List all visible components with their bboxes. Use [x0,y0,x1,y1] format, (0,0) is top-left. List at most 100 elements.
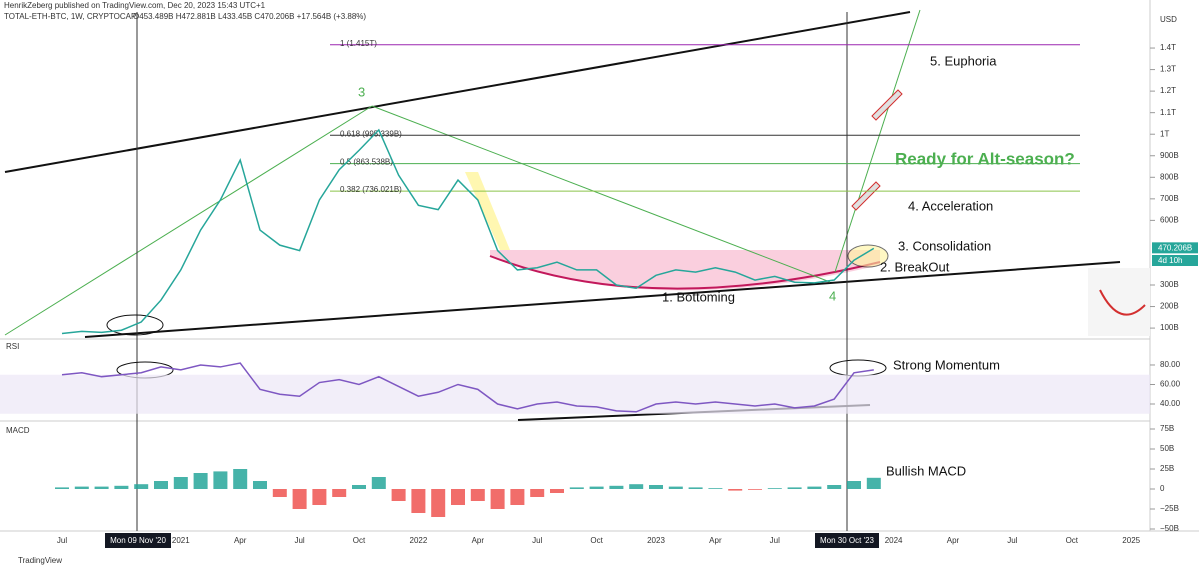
annotation: Bullish MACD [886,463,966,478]
countdown-box [1152,255,1198,266]
y-tick-label: 600B [1160,215,1179,224]
x-tick-label: 2023 [647,536,665,545]
series-line [61,128,875,335]
x-tick-label: Jul [294,536,304,545]
y-tick-label: 300B [1160,280,1179,289]
x-tick-label: 2024 [885,536,903,545]
y-tick-label: 0 [1160,484,1165,493]
trendline [834,9,921,273]
histogram-bar [510,489,525,505]
pane-title: MACD [6,426,30,435]
y-tick-label: 900B [1160,151,1179,160]
y-tick-label: 80.00 [1160,360,1181,369]
x-tick-label: Oct [590,536,603,545]
annotation: 4. Acceleration [908,198,993,213]
symbol: TOTAL-ETH-BTC, 1W, CRYPTOCAP [4,12,136,21]
circle-mark [847,244,889,268]
histogram-bar [807,486,822,489]
rocket [851,181,881,211]
x-tick-label: Apr [472,536,485,545]
histogram-bar [352,485,366,489]
y-tick-label: 1T [1160,129,1169,138]
ohlc: O453.489B H472.881B L433.45B C470.206B +… [133,12,366,21]
x-tick-label: Jul [770,536,780,545]
y-tick-label: 800B [1160,172,1179,181]
fib-label: 0.5 (863.538B) [340,158,393,167]
trendline [4,105,373,336]
y-tick-label: 1.3T [1160,65,1176,74]
histogram-bar [55,487,69,489]
histogram-bar [688,487,703,489]
histogram-bar [649,485,663,489]
x-tick-label: Oct [353,536,366,545]
histogram-bar [411,489,426,513]
histogram-bar [827,485,842,489]
y-tick-label: 50B [1160,444,1174,453]
x-tick-label: Apr [234,536,247,545]
histogram-bar [332,489,347,497]
histogram-bar [292,489,307,509]
bottoming-curve [489,255,881,290]
countdown: 4d 10h [1158,256,1182,265]
x-tick-label: 2025 [1122,536,1140,545]
publisher: HenrikZeberg published on TradingView.co… [4,1,266,10]
price-label: 470.206B [1158,243,1192,252]
histogram-bar [312,489,327,505]
y-tick-label: 1.2T [1160,86,1176,95]
histogram-bar [787,487,802,489]
x-tick-label: Jul [57,536,67,545]
histogram-bar [530,489,545,497]
x-tick-label: Jul [532,536,542,545]
inset-curve [1099,289,1146,316]
annotation: 4 [829,288,836,303]
annotation: 3. Consolidation [898,238,991,253]
y-tick-label: 1.4T [1160,43,1176,52]
histogram-bar [213,471,228,489]
y-tick-label: 700B [1160,194,1179,203]
crosshair-label: Mon 09 Nov '20 [110,536,166,545]
price-label-box [1152,242,1198,254]
histogram-bar [609,485,624,489]
crosshair-label: Mon 30 Oct '23 [820,536,875,545]
rsi-band [0,374,1150,414]
x-tick-label: 2022 [410,536,428,545]
histogram-bar [728,489,743,491]
y-tick-label: 75B [1160,424,1174,433]
histogram-bar [470,489,485,501]
annotation: Ready for Alt-season? [895,149,1075,168]
inset [1088,268,1150,336]
crosshair-label-box [815,533,879,548]
rocket [871,89,903,121]
trendline [84,261,1121,338]
annotation: 5. Euphoria [930,53,997,68]
currency: USD [1160,15,1177,24]
y-tick-label: 40.00 [1160,399,1181,408]
histogram-bar [391,489,406,501]
x-tick-label: Oct [1066,536,1079,545]
histogram-bar [569,487,584,489]
histogram-bar [451,489,465,505]
annotation: 3 [358,84,365,99]
histogram-bar [629,484,644,489]
fib-label: 1 (1.415T) [340,39,377,48]
y-tick-label: 25B [1160,464,1174,473]
brand: TradingView [18,556,62,565]
histogram-bar [866,477,881,489]
y-tick-label: 200B [1160,302,1179,311]
y-tick-label: 1.1T [1160,108,1176,117]
crosshair-label-box [105,533,171,548]
y-tick-label: −50B [1160,524,1179,533]
histogram-bar [668,486,683,489]
trendline [4,11,911,173]
fib-label: 0.382 (736.021B) [340,185,402,194]
histogram-bar [272,489,287,497]
pane-title: RSI [6,342,19,351]
histogram-bar [173,477,188,489]
histogram-bar [550,489,564,493]
histogram-bar [94,486,109,489]
series-line [61,362,874,413]
y-tick-label: −25B [1160,504,1179,513]
annotation: 2. BreakOut [880,259,950,274]
y-tick-label: 100B [1160,323,1179,332]
